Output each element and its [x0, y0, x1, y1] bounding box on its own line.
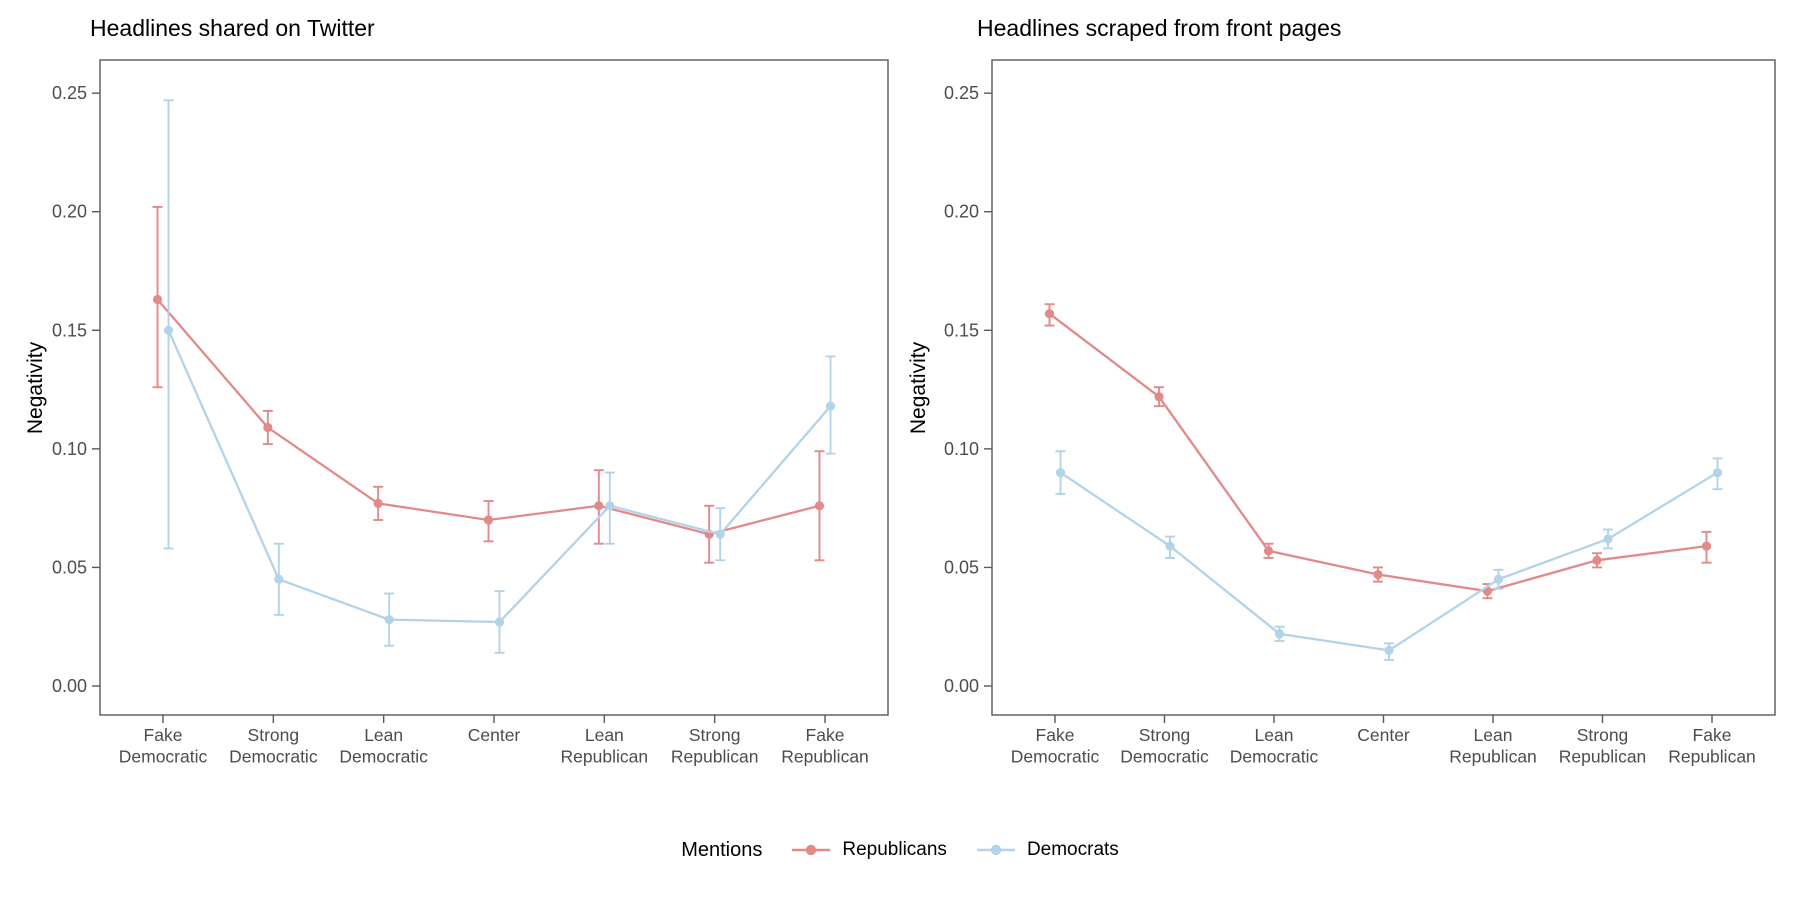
y-axis: 0.00 0.05 0.10 0.15 0.20 0.25 [52, 83, 100, 696]
x-tick-label: Republican [781, 747, 869, 767]
x-tick-label: Fake [144, 725, 183, 745]
legend-title: Mentions [681, 838, 763, 861]
x-tick-label: Republican [1559, 747, 1647, 767]
data-point [152, 294, 163, 305]
x-tick-label: Democratic [1011, 747, 1100, 767]
data-point [1055, 467, 1066, 478]
x-tick-label: Lean [364, 725, 403, 745]
legend-item-democrats: Democrats [975, 839, 1119, 861]
legend-label-democrats: Democrats [1026, 839, 1119, 860]
y-tick-label: 0.05 [52, 557, 87, 577]
right-panel-title: Headlines scraped from front pages [977, 15, 1342, 41]
series-line [156, 298, 820, 536]
x-tick-label: Democratic [229, 747, 318, 767]
left-panel-title: Headlines shared on Twitter [90, 15, 375, 41]
data-point [1154, 392, 1164, 402]
y-tick-label: 0.15 [52, 320, 87, 340]
data-point [1592, 555, 1602, 565]
series-republicans [152, 206, 825, 564]
y-tick-label: 0.05 [944, 557, 979, 577]
data-point [1373, 569, 1383, 580]
democrats-key-icon [976, 844, 1015, 856]
data-point [1165, 541, 1175, 551]
y-tick-label: 0.00 [52, 676, 87, 696]
legend-label-republicans: Republicans [842, 839, 947, 860]
x-tick-label: Strong [1577, 725, 1629, 745]
x-tick-label: Democratic [119, 747, 208, 767]
x-tick-label: Strong [248, 725, 300, 745]
data-point [263, 422, 273, 433]
data-point [814, 501, 825, 511]
x-tick-label: Strong [689, 725, 741, 745]
series-democrats [1055, 450, 1723, 661]
x-tick-label: Fake [1036, 725, 1075, 745]
data-point [825, 401, 836, 411]
data-point [274, 574, 284, 584]
panel-border [991, 59, 1776, 716]
x-tick-label: Fake [806, 725, 845, 745]
panel-border [99, 59, 889, 716]
data-point [1493, 574, 1504, 584]
data-point [483, 515, 494, 525]
x-tick-label: Center [1357, 725, 1410, 745]
data-point [605, 501, 615, 511]
x-tick-label: Fake [1693, 725, 1732, 745]
data-point [494, 617, 505, 627]
republicans-key-icon [792, 844, 831, 856]
series-republicans [1044, 303, 1712, 600]
x-tick-label: Lean [1255, 725, 1294, 745]
y-tick-label: 0.20 [944, 202, 979, 222]
y-tick-label: 0.20 [52, 202, 87, 222]
x-tick-label: Democratic [1230, 747, 1319, 767]
x-tick-label: Lean [1474, 725, 1513, 745]
data-point [163, 325, 174, 335]
data-point [715, 529, 725, 539]
x-tick-label: Republican [671, 747, 759, 767]
y-tick-label: 0.25 [52, 83, 87, 103]
y-tick-label: 0.25 [944, 83, 979, 103]
data-point [1712, 467, 1723, 478]
data-point [1263, 546, 1274, 556]
legend-item-republicans: Republicans [790, 839, 947, 861]
y-axis: 0.00 0.05 0.10 0.15 0.20 0.25 [944, 83, 992, 696]
data-point [1701, 541, 1712, 551]
x-tick-label: Republican [561, 747, 649, 767]
series-democrats [163, 99, 836, 654]
x-tick-label: Strong [1139, 725, 1191, 745]
data-point [384, 615, 394, 625]
x-tick-label: Democratic [1120, 747, 1209, 767]
data-point [1044, 309, 1055, 319]
right-chart: 0.000.050.100.150.200.25FakeDemocraticSt… [944, 59, 1776, 767]
data-point [1384, 645, 1394, 656]
data-point [1603, 534, 1613, 544]
x-tick-label: Lean [585, 725, 624, 745]
x-tick-label: Republican [1449, 747, 1537, 767]
series-line [1059, 471, 1719, 652]
data-point [594, 501, 604, 511]
series-line [167, 329, 832, 624]
y-tick-label: 0.15 [944, 320, 979, 340]
y-tick-label: 0.10 [52, 439, 87, 459]
data-point [1274, 629, 1285, 639]
y-tick-label: 0.10 [944, 439, 979, 459]
x-axis: FakeDemocraticStrongDemocraticLeanDemocr… [119, 715, 869, 767]
series-line [1048, 312, 1707, 593]
x-tick-label: Center [468, 725, 521, 745]
x-tick-label: Republican [1668, 747, 1756, 767]
y-tick-label: 0.00 [944, 676, 979, 696]
x-axis: FakeDemocraticStrongDemocraticLeanDemocr… [1011, 715, 1756, 767]
legend: Mentions Republicans Democrats [0, 835, 1800, 865]
x-tick-label: Democratic [339, 747, 428, 767]
left-chart: 0.000.050.100.150.200.25FakeDemocraticSt… [52, 59, 889, 767]
data-point [373, 498, 383, 509]
